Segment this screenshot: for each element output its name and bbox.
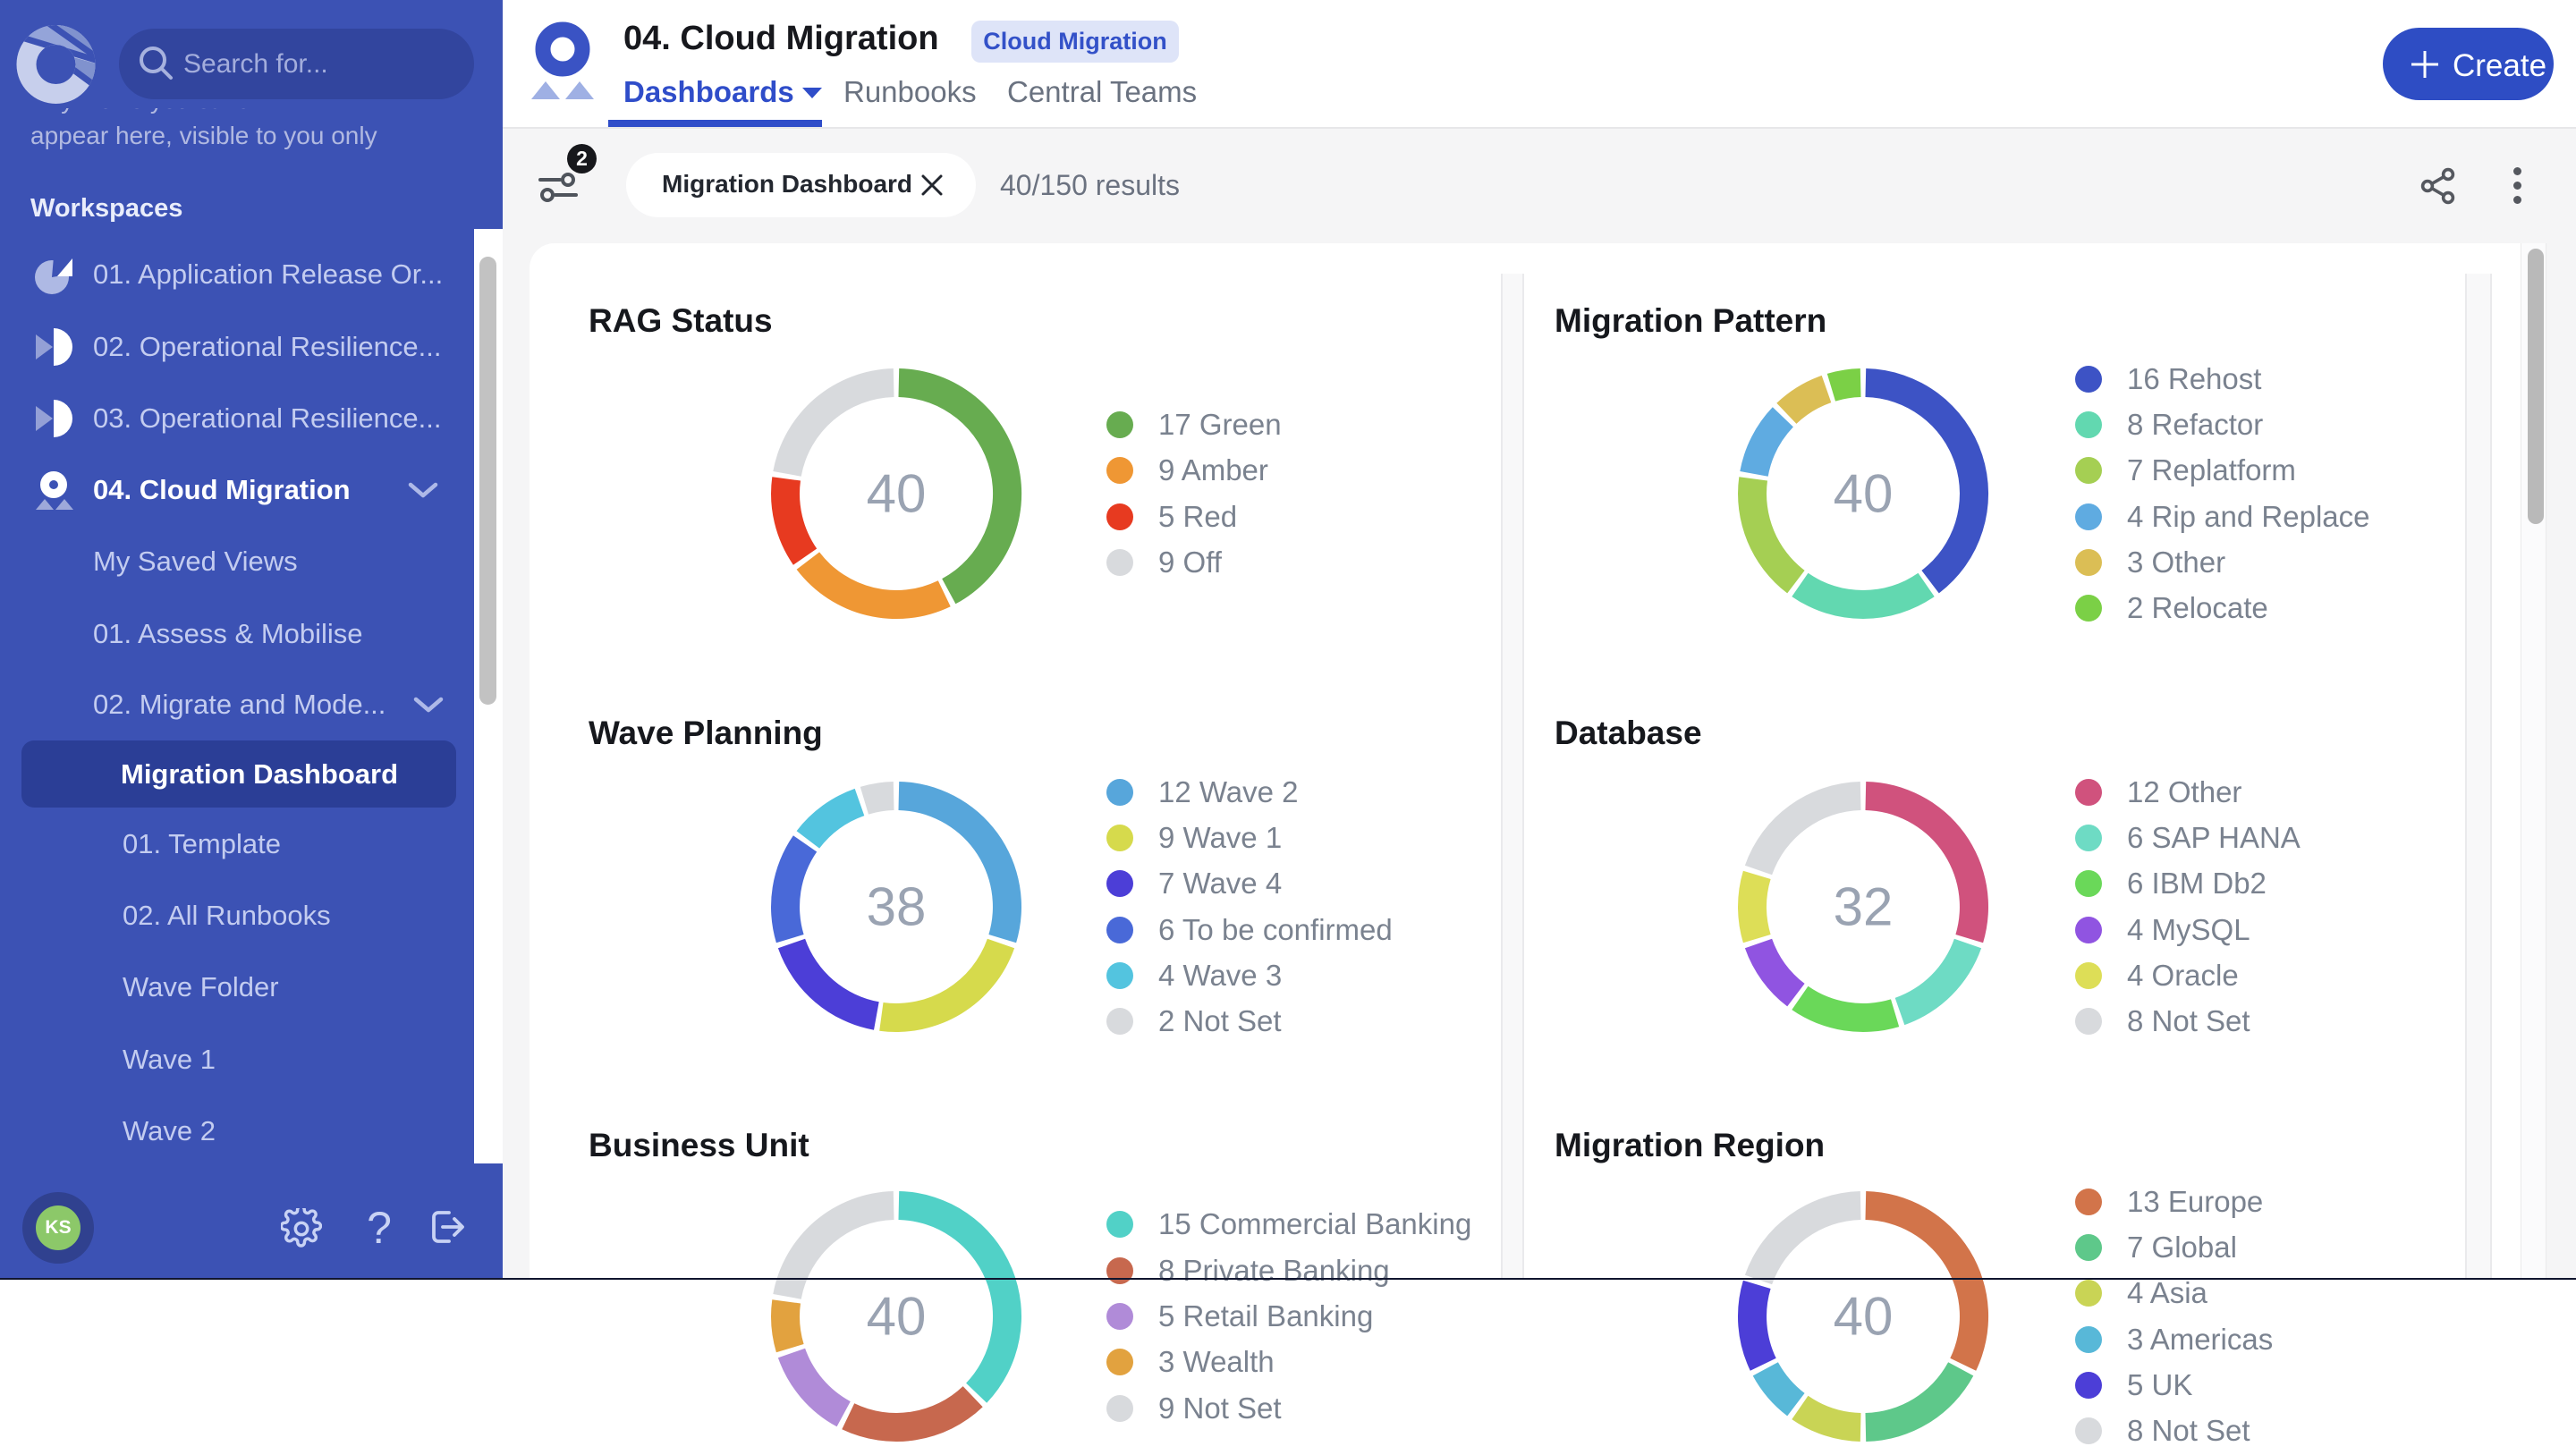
svg-text:32: 32 (1834, 877, 1894, 937)
svg-text:38: 38 (867, 877, 927, 937)
svg-text:40: 40 (867, 1287, 927, 1347)
svg-text:40: 40 (867, 464, 927, 524)
svg-text:40: 40 (1834, 1287, 1894, 1347)
svg-text:40: 40 (1834, 464, 1894, 524)
